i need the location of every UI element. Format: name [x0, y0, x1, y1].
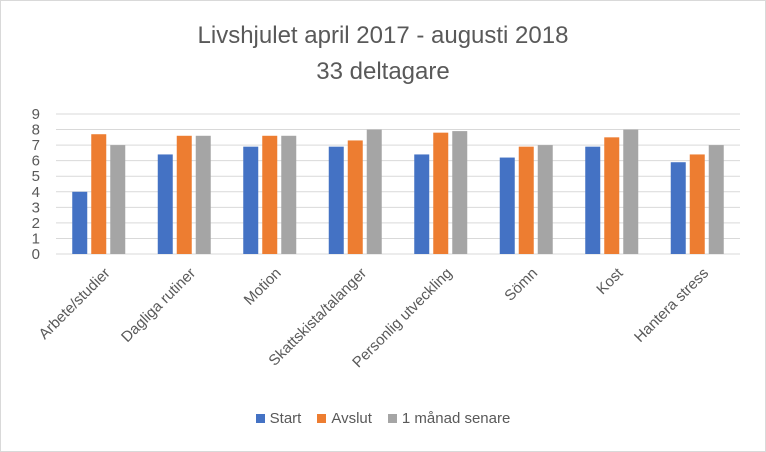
bar	[537, 145, 553, 254]
y-tick-label: 9	[32, 106, 40, 123]
legend-swatch-senare	[387, 414, 397, 423]
bar	[281, 135, 297, 254]
y-tick-label: 1	[32, 230, 40, 247]
bar	[328, 146, 344, 254]
legend-item-senare: 1 månad senare	[387, 410, 511, 427]
x-tick-label: Arbete/studier	[36, 265, 114, 343]
legend-label-start: Start	[269, 410, 302, 427]
bar	[708, 145, 724, 254]
bar	[110, 145, 126, 254]
legend-swatch-start	[255, 414, 265, 423]
bar	[604, 137, 620, 254]
y-tick-label: 5	[32, 168, 40, 185]
bar	[623, 129, 639, 254]
y-tick-label: 8	[32, 122, 40, 139]
legend-item-start: Start	[255, 410, 302, 427]
bar	[176, 135, 192, 254]
x-tick-label: Hantera stress	[631, 265, 712, 346]
bar	[347, 140, 363, 254]
x-tick-label: Motion	[241, 265, 285, 309]
y-tick-label: 3	[32, 199, 40, 216]
y-tick-label: 2	[32, 215, 40, 232]
y-tick-label: 4	[32, 184, 40, 201]
bar	[452, 131, 468, 254]
bar	[689, 154, 705, 254]
bar	[195, 135, 211, 254]
legend-label-avslut: Avslut	[331, 410, 372, 427]
legend: Start Avslut 1 månad senare	[0, 410, 766, 427]
bar	[91, 134, 107, 254]
bar	[518, 146, 534, 254]
bar	[262, 135, 278, 254]
legend-swatch-avslut	[317, 414, 327, 423]
legend-label-senare: 1 månad senare	[401, 410, 511, 427]
bar	[366, 129, 382, 254]
bar	[670, 162, 686, 254]
y-tick-label: 7	[32, 137, 40, 154]
chart-subtitle: 33 deltagare	[316, 58, 450, 85]
bar	[433, 132, 449, 254]
bar	[243, 146, 259, 254]
x-tick-label: Sömn	[501, 265, 541, 305]
bar	[585, 146, 601, 254]
y-tick-label: 6	[32, 153, 40, 170]
x-tick-label: Kost	[593, 264, 627, 298]
chart-title: Livshjulet april 2017 - augusti 2018	[197, 22, 569, 49]
bar	[499, 157, 515, 254]
legend-item-avslut: Avslut	[317, 410, 372, 427]
y-tick-label: 0	[32, 246, 40, 263]
bar	[72, 191, 88, 254]
bar	[414, 154, 430, 254]
x-tick-label: Dagliga rutiner	[118, 265, 199, 346]
bar	[157, 154, 173, 254]
